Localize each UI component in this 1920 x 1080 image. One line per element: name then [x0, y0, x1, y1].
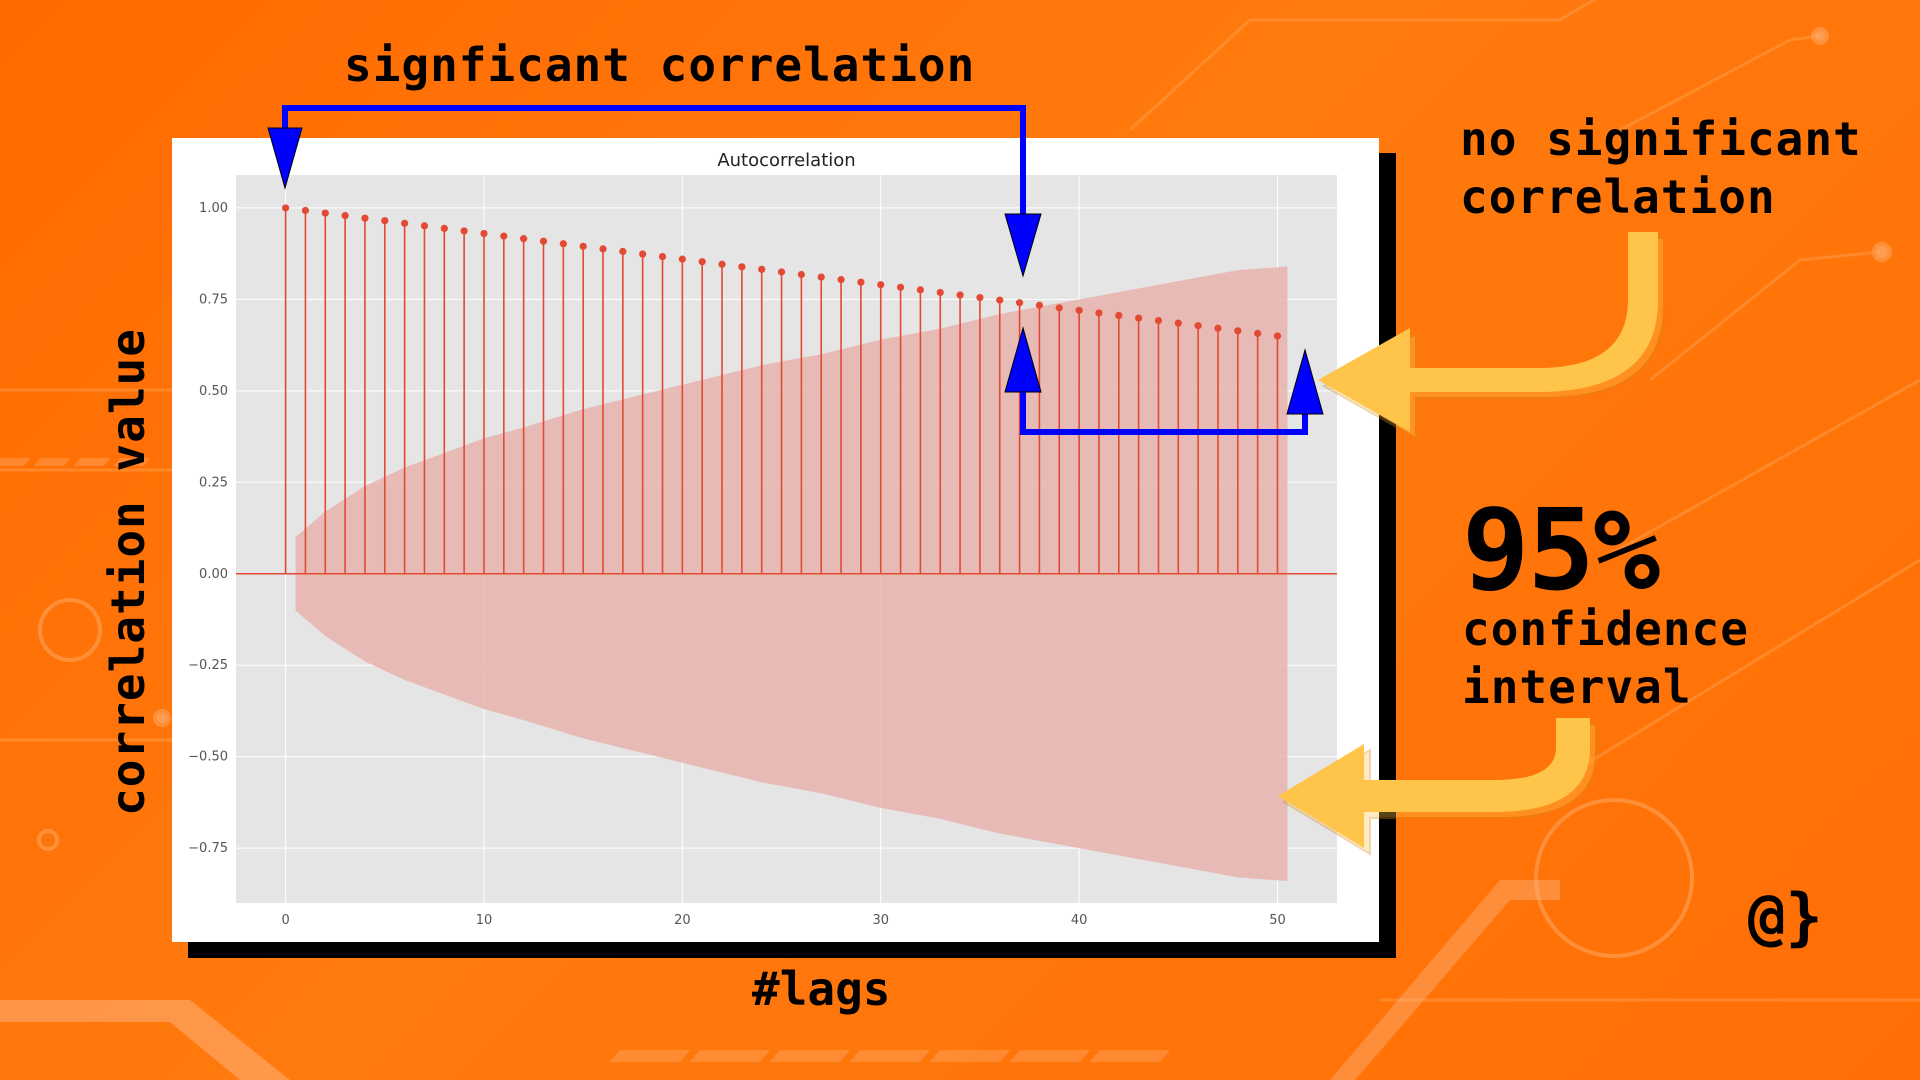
acf-point: [1055, 304, 1063, 312]
acf-point: [539, 237, 548, 245]
acf-point: [1254, 329, 1262, 338]
acf-point: [877, 281, 885, 289]
x-tick-label: 10: [476, 913, 493, 928]
acf-point: [896, 283, 905, 291]
acf-point: [718, 260, 726, 268]
acf-point: [559, 240, 567, 248]
acf-point: [797, 270, 805, 279]
acf-point: [520, 235, 528, 243]
no-significant-line1: no significant: [1460, 112, 1862, 166]
no-significant-correlation-label: no significant correlation: [1460, 110, 1862, 226]
acf-point: [1015, 299, 1024, 307]
confidence-line2: interval: [1462, 660, 1692, 714]
y-tick-label: 0.75: [199, 292, 228, 307]
y-tick-label: 1.00: [199, 201, 228, 216]
chart-title: Autocorrelation: [717, 150, 855, 171]
confidence-interval-label: confidence interval: [1462, 600, 1749, 716]
confidence-percent-label: 95%: [1462, 486, 1660, 616]
acf-point: [1095, 309, 1103, 317]
x-tick-label: 20: [674, 913, 691, 928]
acf-point: [976, 293, 984, 302]
no-significant-line2: correlation: [1460, 170, 1776, 224]
acf-point: [936, 288, 944, 297]
x-tick-label: 50: [1269, 913, 1286, 928]
acf-point: [401, 219, 409, 227]
acf-point: [1135, 314, 1143, 322]
lags-label: #lags: [752, 962, 891, 1016]
acf-point: [1234, 327, 1242, 335]
acf-point: [956, 291, 964, 299]
x-tick-label: 0: [281, 913, 289, 928]
acf-point: [281, 204, 290, 212]
acf-point: [579, 242, 587, 250]
significant-correlation-label: signficant correlation: [344, 38, 976, 92]
logo: @}: [1748, 880, 1823, 953]
x-tick-label: 40: [1071, 913, 1088, 928]
acf-point: [857, 278, 865, 286]
acf-point: [381, 217, 389, 225]
y-tick-label: −0.50: [188, 750, 228, 765]
acf-point: [1273, 332, 1282, 340]
y-tick-label: 0.25: [199, 475, 228, 490]
acf-point: [738, 263, 746, 271]
acf-point: [658, 252, 667, 261]
acf-point: [480, 229, 488, 238]
acf-point: [916, 286, 925, 294]
acf-point: [698, 258, 706, 266]
acf-chart: 0 10 20 30 40 50 1.00 0.75 0.50 0.25 0.00 −0.25 −0.5…: [188, 150, 1337, 928]
x-tick-label: 30: [872, 913, 889, 928]
acf-point: [777, 268, 786, 276]
acf-point: [1035, 301, 1044, 309]
y-tick-label: 0.50: [199, 384, 228, 399]
acf-point: [460, 227, 468, 235]
acf-point: [1115, 311, 1123, 320]
confidence-line1: confidence: [1462, 602, 1749, 656]
acf-point: [1075, 306, 1083, 314]
y-tick-label: 0.00: [199, 567, 228, 582]
acf-point: [1154, 317, 1163, 325]
acf-point: [301, 206, 310, 215]
correlation-value-label: correlation value: [101, 328, 155, 816]
acf-point: [440, 224, 448, 233]
acf-point: [1174, 319, 1182, 327]
acf-point: [361, 214, 369, 222]
acf-point: [996, 296, 1004, 304]
acf-point: [639, 250, 647, 258]
acf-point: [500, 232, 508, 240]
acf-point: [619, 247, 627, 256]
acf-point: [1214, 324, 1222, 332]
y-tick-label: −0.25: [188, 658, 228, 673]
acf-point: [817, 273, 825, 281]
acf-point: [678, 255, 686, 263]
acf-point: [321, 209, 329, 217]
y-tick-label: −0.75: [188, 841, 228, 856]
acf-point: [599, 245, 607, 253]
acf-point: [758, 265, 766, 273]
acf-point: [1194, 322, 1202, 330]
acf-point: [837, 276, 845, 284]
acf-point: [341, 212, 349, 220]
acf-point: [420, 222, 429, 230]
